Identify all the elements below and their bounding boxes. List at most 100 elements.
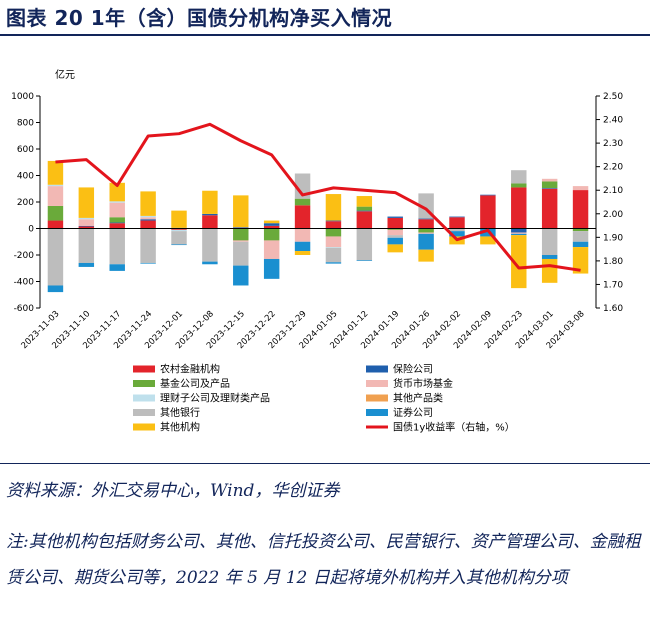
bar-segment (387, 216, 403, 218)
bar-segment (418, 219, 434, 229)
bar-segment (78, 228, 95, 263)
bar-segment (171, 244, 187, 246)
bar-segment (171, 210, 187, 228)
left-tick-label: 200 (17, 198, 34, 208)
bar-segment (356, 228, 373, 261)
bar-segment (233, 265, 249, 286)
right-tick-label: 1.90 (603, 233, 623, 243)
bar-segment (325, 221, 342, 229)
bar-segment (78, 187, 95, 218)
bar-segment (171, 229, 187, 232)
bar-segment (325, 228, 342, 237)
bar-segment (541, 228, 558, 255)
bar-segment (387, 229, 403, 236)
bar-segment (541, 188, 558, 229)
legend-swatch (366, 365, 388, 373)
bar-segment (418, 218, 434, 220)
bar-segment (325, 220, 342, 222)
bar-segment (294, 173, 311, 199)
bar-segment (511, 233, 527, 236)
right-tick-label: 2.00 (603, 210, 623, 220)
legend-swatch (366, 380, 388, 387)
bar-segment (202, 215, 218, 229)
bar-segment (418, 249, 434, 262)
bar-segment (140, 262, 156, 264)
bar-segment (78, 226, 95, 229)
bar-segment (78, 262, 95, 267)
legend-label: 证券公司 (393, 406, 433, 419)
bar-segment (572, 231, 589, 242)
bar-segment (387, 217, 403, 229)
bar-segment (140, 219, 156, 221)
legend-label: 其他银行 (160, 406, 200, 419)
bar-segment (233, 240, 249, 242)
legend-swatch (366, 394, 388, 402)
bar-segment (294, 251, 311, 255)
left-tick-label: -400 (14, 278, 35, 288)
bar-segment (109, 228, 125, 265)
left-tick-label: -600 (14, 304, 35, 314)
bar-segment (541, 258, 558, 283)
bottom-rule (0, 463, 650, 464)
right-tick-label: 2.10 (603, 186, 623, 196)
bar-segment (78, 217, 95, 220)
bar-segment (325, 247, 342, 248)
bar-segment (418, 232, 434, 234)
right-tick-label: 1.80 (603, 257, 623, 267)
bar-segment (511, 228, 527, 233)
bar-segment (109, 202, 125, 218)
bar-segment (541, 178, 558, 182)
bar-segment (572, 186, 589, 191)
bar-segment (140, 191, 156, 216)
bar-segment (47, 160, 64, 185)
bar-segment (171, 231, 187, 245)
y-unit-label: 亿元 (55, 68, 75, 81)
bar-segment (325, 262, 342, 264)
legend-label: 其他产品类 (393, 392, 443, 405)
bar-segment (480, 236, 496, 245)
bar-segment (449, 228, 465, 232)
bar-segment (511, 183, 527, 188)
bar-segment (202, 190, 218, 214)
bar-segment (263, 225, 280, 229)
legend-label: 国债1y收益率（右轴，%） (393, 421, 515, 434)
bar-segment (140, 215, 156, 218)
bar-segment (47, 205, 64, 221)
right-tick-label: 2.20 (603, 163, 623, 173)
bar-segment (109, 222, 125, 224)
yield-line (55, 122, 581, 272)
bar-segment (233, 241, 249, 266)
bar-segment (541, 255, 558, 259)
legend-label: 基金公司及产品 (160, 377, 230, 390)
bar-segment (202, 228, 218, 262)
bar-segment (294, 198, 311, 206)
legend-label: 保险公司 (393, 363, 433, 376)
bar-segment (263, 240, 280, 259)
bar-segment (356, 210, 373, 212)
bar-segment (47, 184, 64, 187)
bar-segment (294, 228, 311, 242)
bar-segment (480, 195, 496, 229)
bar-segment (387, 237, 403, 245)
bar-segment (387, 235, 403, 238)
bar-segment (47, 220, 64, 229)
bar-segment (511, 232, 527, 234)
bar-segment (263, 220, 280, 224)
bar-segment (47, 285, 64, 293)
legend-label: 其他机构 (160, 421, 200, 434)
bar-segment (325, 247, 342, 263)
bar-segment (356, 196, 373, 207)
legend-label: 农村金融机构 (160, 363, 220, 376)
legend-swatch (366, 409, 388, 416)
bar-segment (356, 211, 373, 229)
left-tick-label: 600 (17, 145, 34, 155)
right-tick-label: 1.60 (603, 304, 623, 314)
bar-segment (109, 201, 125, 203)
bar-segment (572, 228, 589, 232)
right-tick-label: 2.40 (603, 116, 623, 126)
bar-segment (202, 213, 218, 216)
legend-swatch (133, 423, 155, 431)
source-text: 资料来源：外汇交易中心，Wind，华创证券 (6, 481, 340, 501)
left-tick-label: 0 (28, 225, 34, 235)
bar-segment (572, 241, 589, 248)
